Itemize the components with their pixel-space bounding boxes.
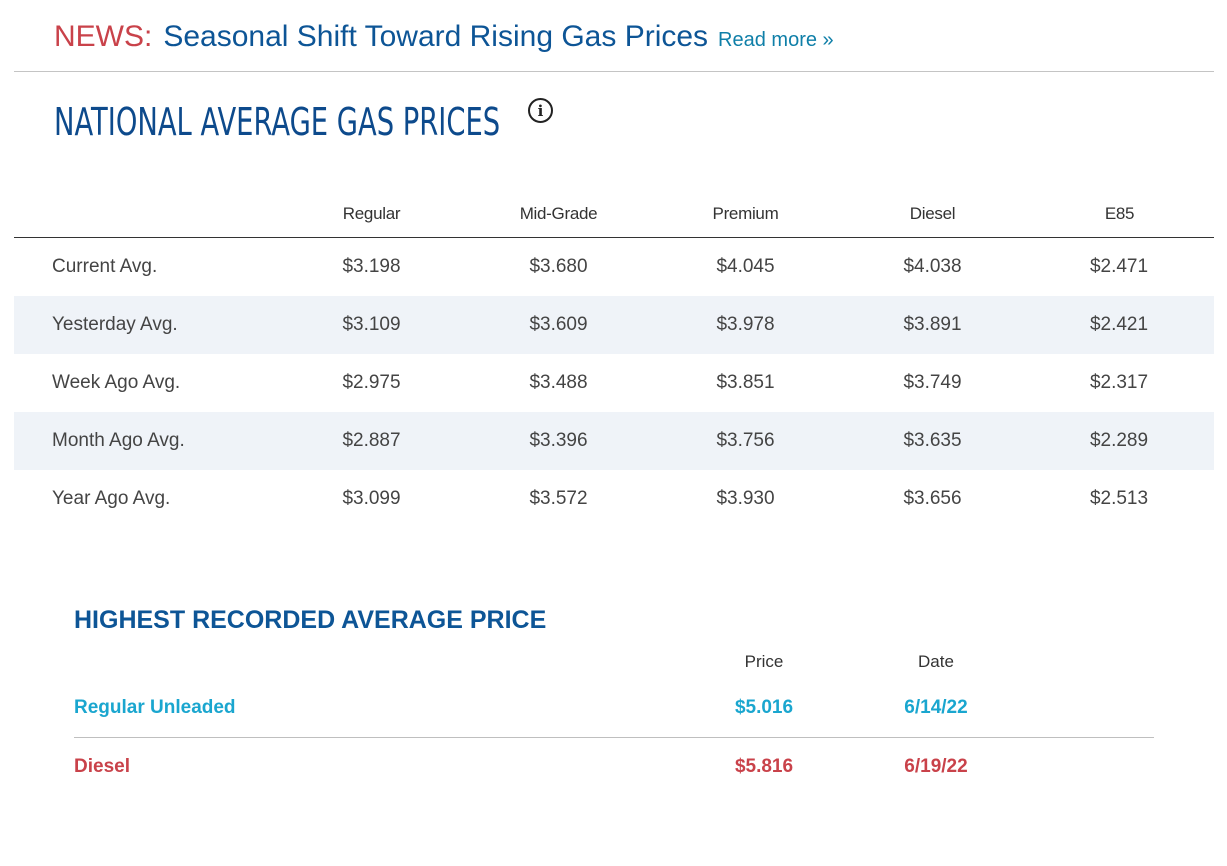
row-label: Week Ago Avg.: [52, 372, 181, 393]
price-cell: $4.045: [716, 256, 775, 277]
read-more-link[interactable]: Read more »: [718, 29, 834, 51]
row-label: Diesel: [74, 755, 130, 777]
row-label: Year Ago Avg.: [52, 488, 171, 509]
price-cell: $3.656: [903, 488, 962, 509]
table-row: Week Ago Avg. $2.975 $3.488 $3.851 $3.74…: [14, 354, 1214, 412]
price-cell: $3.198: [342, 256, 401, 277]
price-cell: $3.851: [716, 372, 775, 393]
table-row: Current Avg. $3.198 $3.680 $4.045 $4.038…: [14, 238, 1214, 296]
price-cell: $3.749: [903, 372, 962, 393]
record-price: $5.816: [734, 755, 794, 777]
price-cell: $2.317: [1089, 372, 1149, 393]
price-cell: $2.289: [1089, 430, 1149, 451]
price-cell: $2.975: [342, 372, 401, 393]
price-cell: $3.930: [716, 488, 775, 509]
national-prices-table: Regular Mid-Grade Premium Diesel E85 Cur…: [14, 190, 1214, 528]
row-label: Current Avg.: [52, 256, 158, 277]
price-cell: $3.680: [529, 256, 588, 277]
price-cell: $2.887: [342, 430, 401, 451]
info-icon[interactable]: i: [528, 98, 553, 123]
row-label: Month Ago Avg.: [52, 430, 185, 451]
header-premium: Premium: [712, 203, 779, 223]
price-cell: $3.756: [716, 430, 775, 451]
price-cell: $3.109: [342, 314, 401, 335]
price-cell: $3.891: [903, 314, 962, 335]
page-title: NATIONAL AVERAGE GAS PRICES i: [54, 98, 674, 144]
price-cell: $3.978: [716, 314, 775, 335]
price-cell: $2.421: [1089, 314, 1149, 335]
header-e85: E85: [1104, 203, 1135, 223]
table-header: Regular Mid-Grade Premium Diesel E85: [14, 190, 1214, 238]
price-cell: $2.513: [1089, 488, 1149, 509]
page-title-text: NATIONAL AVERAGE GAS PRICES: [54, 100, 501, 144]
header-mid-grade: Mid-Grade: [519, 203, 598, 223]
record-date: 6/14/22: [904, 697, 968, 718]
price-cell: $3.609: [529, 314, 588, 335]
header-regular: Regular: [342, 203, 401, 223]
table-row: Year Ago Avg. $3.099 $3.572 $3.930 $3.65…: [14, 470, 1214, 528]
highest-header: Price Date: [74, 645, 1154, 679]
record-date: 6/19/22: [904, 755, 968, 777]
news-banner: NEWS: Seasonal Shift Toward Rising Gas P…: [54, 20, 834, 60]
highest-row-regular: Regular Unleaded $5.016 6/14/22: [74, 679, 1154, 737]
news-headline[interactable]: Seasonal Shift Toward Rising Gas Prices: [163, 20, 709, 53]
price-cell: $3.635: [903, 430, 962, 451]
price-cell: $3.488: [529, 372, 588, 393]
row-label: Regular Unleaded: [74, 697, 236, 718]
highest-price-table: Price Date Regular Unleaded $5.016 6/14/…: [74, 645, 1154, 795]
header-price: Price: [744, 652, 784, 671]
price-cell: $3.572: [529, 488, 588, 509]
price-cell: $3.396: [529, 430, 588, 451]
price-cell: $4.038: [903, 256, 962, 277]
table-row: Month Ago Avg. $2.887 $3.396 $3.756 $3.6…: [14, 412, 1214, 470]
price-cell: $2.471: [1089, 256, 1149, 277]
row-label: Yesterday Avg.: [52, 314, 178, 335]
table-row: Yesterday Avg. $3.109 $3.609 $3.978 $3.8…: [14, 296, 1214, 354]
header-diesel: Diesel: [909, 203, 956, 223]
news-label: NEWS:: [54, 20, 153, 53]
header-date: Date: [918, 652, 954, 671]
highest-price-title: HIGHEST RECORDED AVERAGE PRICE: [74, 606, 547, 634]
record-price: $5.016: [734, 697, 794, 718]
news-divider: [14, 71, 1214, 72]
highest-row-diesel: Diesel $5.816 6/19/22: [74, 737, 1154, 795]
price-cell: $3.099: [342, 488, 401, 509]
